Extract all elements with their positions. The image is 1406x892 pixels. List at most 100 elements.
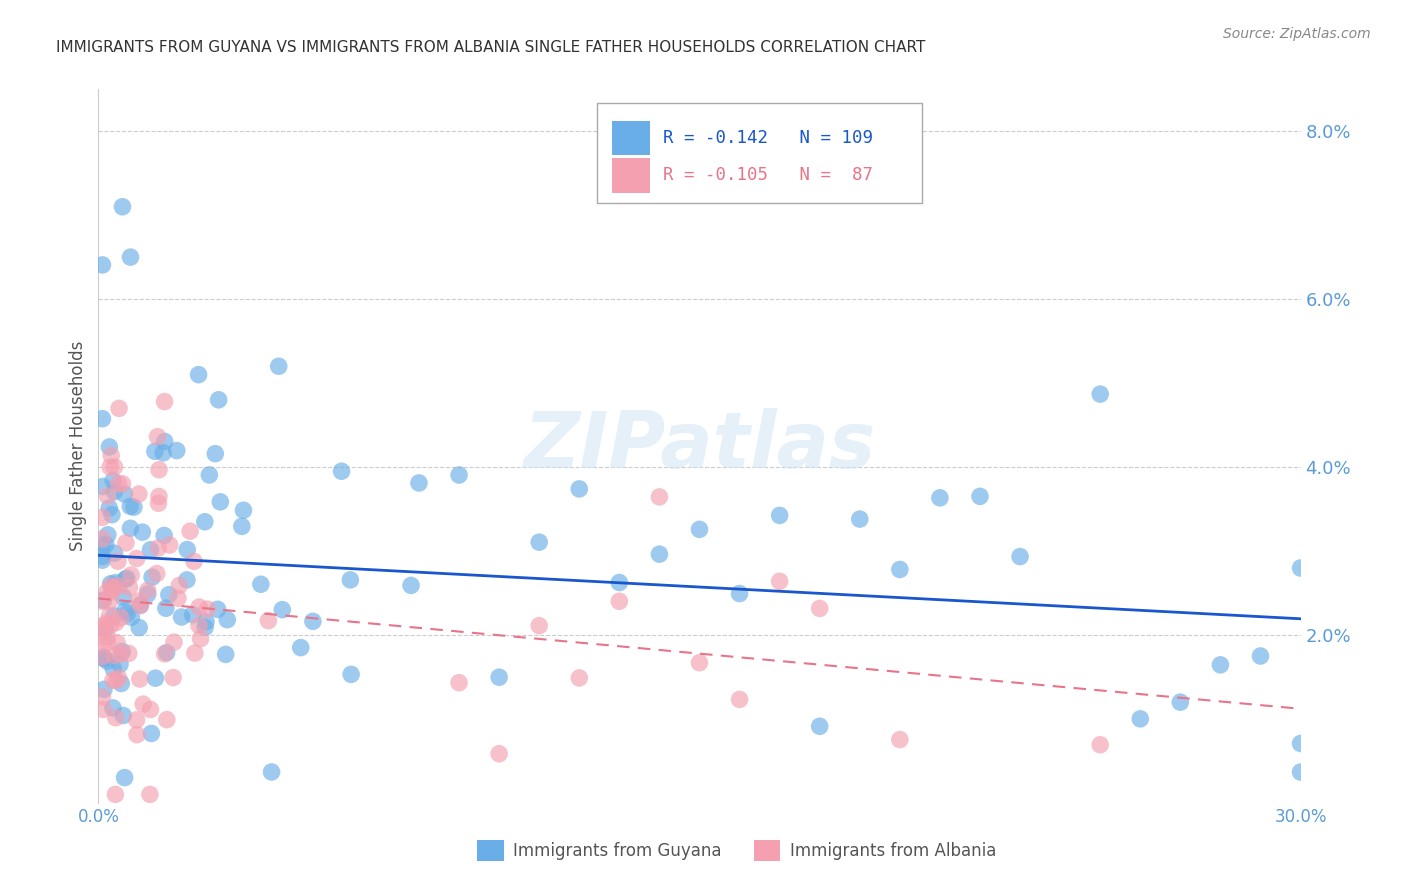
Point: [148, 541, 170, 555]
Point: [136, 583, 159, 598]
Point: [447, 468, 470, 483]
Point: [128, 621, 150, 635]
Point: [157, 588, 180, 602]
Point: [155, 601, 177, 615]
Point: [100, 576, 122, 591]
Point: [96, 489, 118, 503]
Point: [101, 584, 124, 599]
Point: [98, 608, 121, 623]
Point: [105, 673, 128, 688]
Point: [1289, 765, 1312, 780]
Point: [96, 654, 118, 668]
Point: [689, 656, 711, 670]
Point: [176, 542, 198, 557]
Point: [340, 667, 363, 681]
Point: [111, 476, 134, 491]
Point: [153, 647, 176, 661]
Point: [114, 771, 136, 785]
Point: [120, 610, 142, 624]
Point: [114, 572, 136, 586]
Point: [183, 554, 205, 568]
Point: [146, 429, 169, 443]
Point: [179, 524, 201, 539]
Point: [132, 697, 155, 711]
Point: [91, 538, 114, 552]
Point: [98, 440, 121, 454]
Point: [169, 578, 191, 592]
Point: [1170, 695, 1192, 709]
Point: [1289, 561, 1312, 575]
Point: [969, 489, 991, 503]
Point: [91, 619, 114, 633]
Point: [929, 491, 952, 505]
Point: [488, 747, 510, 761]
Point: [139, 702, 162, 716]
Point: [260, 764, 283, 779]
Point: [399, 578, 422, 592]
Point: [148, 463, 170, 477]
Point: [98, 594, 121, 608]
Point: [96, 635, 118, 649]
Point: [100, 579, 122, 593]
Point: [101, 673, 124, 688]
Point: [91, 651, 114, 665]
Point: [91, 649, 114, 664]
Point: [117, 607, 139, 621]
Point: [115, 571, 138, 585]
Point: [728, 586, 751, 600]
Point: [769, 574, 792, 589]
Point: [648, 547, 671, 561]
Point: [163, 635, 186, 649]
Point: [129, 599, 152, 613]
Point: [111, 200, 134, 214]
Point: [195, 602, 218, 616]
Point: [271, 602, 294, 616]
Point: [194, 620, 217, 634]
Bar: [754, 840, 780, 862]
Point: [91, 411, 114, 425]
Y-axis label: Single Father Households: Single Father Households: [69, 341, 87, 551]
Point: [101, 701, 124, 715]
Point: [209, 495, 232, 509]
Point: [231, 519, 253, 533]
Point: [91, 622, 114, 636]
Point: [1010, 549, 1032, 564]
Point: [889, 732, 911, 747]
Point: [104, 615, 127, 630]
Point: [187, 368, 209, 382]
Point: [302, 615, 325, 629]
Point: [128, 672, 150, 686]
Text: ZIPatlas: ZIPatlas: [523, 408, 876, 484]
Point: [145, 671, 167, 685]
Point: [257, 614, 280, 628]
Point: [408, 475, 430, 490]
Point: [153, 434, 176, 449]
Point: [93, 682, 115, 697]
Point: [1088, 387, 1111, 401]
Point: [136, 587, 159, 601]
Point: [128, 487, 150, 501]
Point: [118, 646, 141, 660]
Point: [190, 632, 212, 646]
Text: R = -0.105   N =  87: R = -0.105 N = 87: [664, 166, 873, 184]
Point: [198, 467, 221, 482]
Point: [115, 536, 138, 550]
Point: [96, 630, 118, 644]
Point: [1129, 712, 1152, 726]
Point: [139, 542, 162, 557]
Point: [125, 551, 148, 566]
Point: [156, 713, 179, 727]
Point: [114, 487, 136, 501]
Point: [146, 566, 169, 581]
Point: [94, 623, 117, 637]
Point: [141, 726, 163, 740]
Point: [96, 615, 118, 630]
Point: [207, 602, 229, 616]
Point: [1289, 737, 1312, 751]
Point: [153, 394, 176, 409]
Point: [769, 508, 792, 523]
Point: [120, 568, 142, 582]
Text: IMMIGRANTS FROM GUYANA VS IMMIGRANTS FROM ALBANIA SINGLE FATHER HOUSEHOLDS CORRE: IMMIGRANTS FROM GUYANA VS IMMIGRANTS FRO…: [56, 40, 925, 55]
Point: [118, 581, 141, 595]
Bar: [477, 840, 503, 862]
